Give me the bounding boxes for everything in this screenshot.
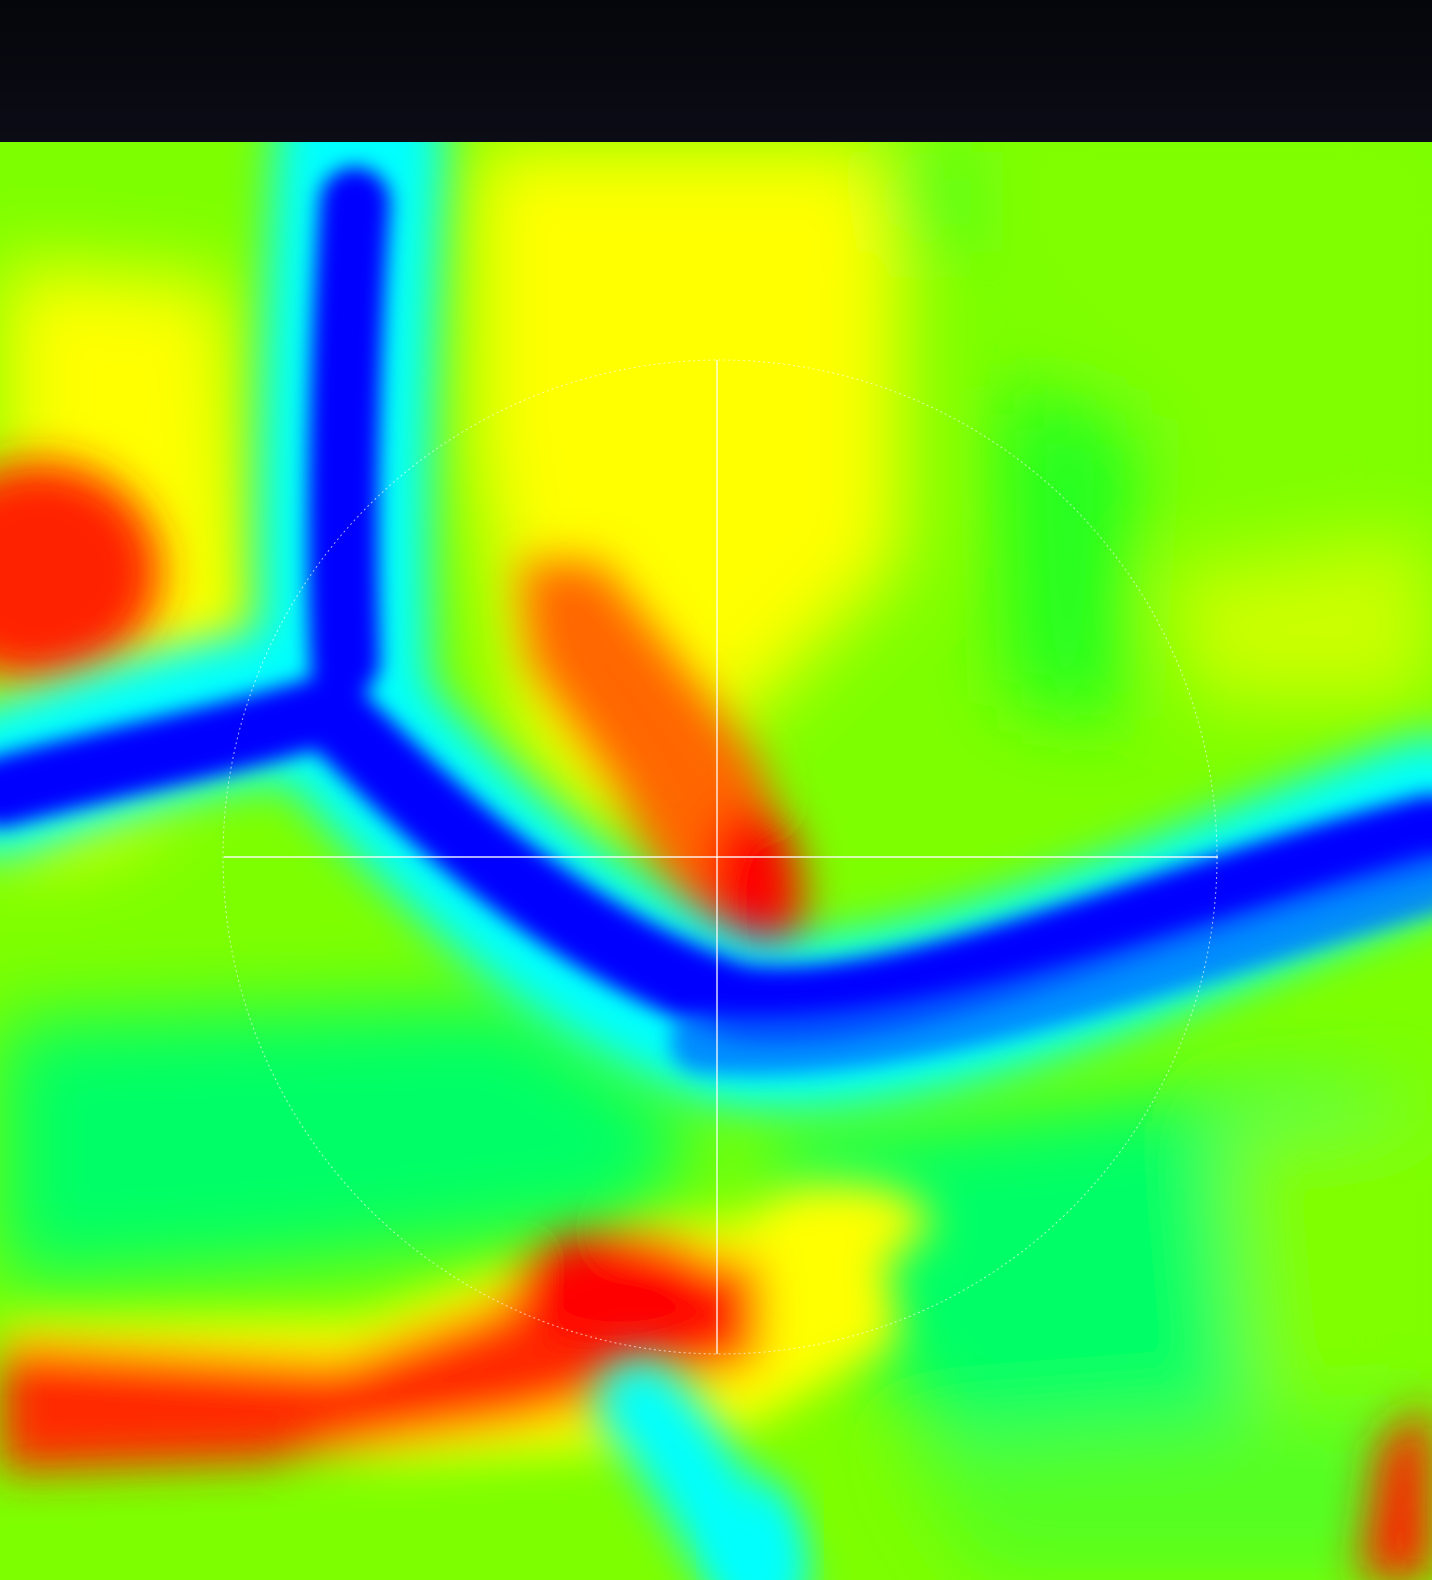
heatmap-field — [0, 142, 1432, 1580]
bottom-cyan — [720, 1482, 800, 1580]
top-bar — [0, 0, 1432, 142]
heatmap-viewport[interactable] — [0, 142, 1432, 1580]
